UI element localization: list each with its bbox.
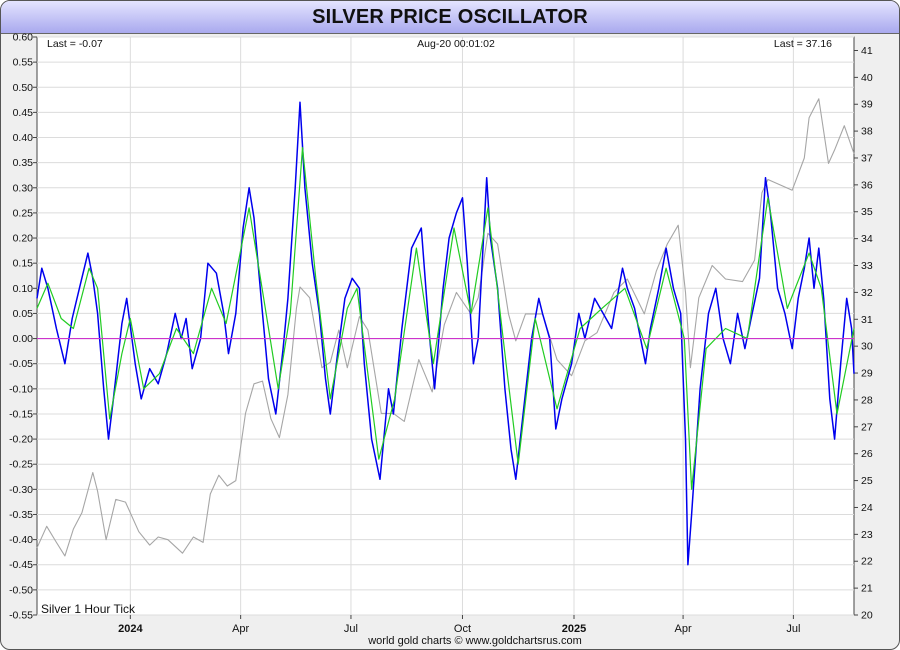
left-tick-label: 0.40	[13, 132, 34, 144]
right-tick-label: 27	[861, 421, 873, 433]
right-tick-label: 30	[861, 341, 873, 353]
right-tick-label: 41	[861, 45, 873, 57]
last-oscillator-value: Last = -0.07	[47, 38, 103, 50]
right-tick-label: 29	[861, 368, 873, 380]
left-tick-label: -0.45	[9, 559, 33, 571]
left-tick-label: 0.25	[13, 207, 34, 219]
signal-series-line	[36, 147, 855, 490]
left-tick-label: 0.20	[13, 233, 34, 245]
right-tick-label: 40	[861, 72, 873, 84]
left-tick-label: 0.50	[13, 82, 34, 94]
left-tick-label: 0.10	[13, 283, 34, 295]
right-tick-label: 35	[861, 206, 873, 218]
x-tick-label: Apr	[675, 623, 692, 635]
right-tick-label: 20	[861, 610, 873, 622]
last-price-value: Last = 37.16	[774, 38, 832, 50]
right-tick-label: 25	[861, 475, 873, 487]
left-tick-label: -0.20	[9, 434, 33, 446]
left-tick-label: 0.45	[13, 107, 34, 119]
left-tick-label: 0.55	[13, 57, 34, 69]
oscillator-series-line	[36, 101, 855, 566]
x-tick-label: Oct	[454, 623, 471, 635]
series-layer	[36, 98, 855, 566]
right-tick-label: 39	[861, 99, 873, 111]
left-tick-label: 0.15	[13, 258, 34, 270]
x-tick-label: 2024	[118, 623, 143, 635]
right-tick-label: 22	[861, 556, 873, 568]
left-tick-label: 0.35	[13, 157, 34, 169]
timestamp: Aug-20 00:01:02	[417, 38, 495, 50]
x-tick-label: Jul	[344, 623, 358, 635]
x-tick-label: Jul	[786, 623, 800, 635]
right-axis-ticks: 41 40 39 38 37 36 35 34 33 32 31 30 29 28 27 26 25 24 23 22…	[854, 45, 873, 622]
left-tick-label: -0.55	[9, 610, 33, 622]
right-tick-label: 28	[861, 394, 873, 406]
credit-text: world gold charts © www.goldchartsrus.co…	[367, 635, 582, 647]
left-tick-label: 0.60	[13, 32, 34, 44]
right-tick-label: 33	[861, 260, 873, 272]
plot-area	[36, 36, 855, 616]
left-tick-label: -0.05	[9, 358, 33, 370]
right-tick-label: 24	[861, 502, 873, 514]
left-tick-label: 0.30	[13, 182, 34, 194]
right-tick-label: 31	[861, 314, 873, 326]
left-tick-label: -0.50	[9, 584, 33, 596]
x-tick-label: Apr	[232, 623, 249, 635]
series-label: Silver 1 Hour Tick	[41, 602, 136, 616]
right-tick-label: 32	[861, 287, 873, 299]
price-series-line	[36, 98, 855, 557]
left-tick-label: -0.35	[9, 509, 33, 521]
right-tick-label: 23	[861, 529, 873, 541]
right-tick-label: 38	[861, 126, 873, 138]
x-axis-ticks: 2024 Apr Jul Oct 2025 Apr Jul	[118, 615, 800, 635]
right-tick-label: 26	[861, 448, 873, 460]
left-tick-label: -0.30	[9, 484, 33, 496]
left-tick-label: -0.15	[9, 408, 33, 420]
right-tick-label: 21	[861, 583, 873, 595]
left-tick-label: 0.05	[13, 308, 34, 320]
title-bar: SILVER PRICE OSCILLATOR	[1, 1, 899, 34]
left-tick-label: -0.10	[9, 383, 33, 395]
left-tick-label: 0.00	[13, 333, 34, 345]
right-tick-label: 34	[861, 233, 873, 245]
chart-title: SILVER PRICE OSCILLATOR	[312, 6, 588, 28]
right-tick-label: 36	[861, 179, 873, 191]
left-axis-ticks: 0.60 0.55 0.50 0.45 0.40 0.35 0.30 0.25 0.20 0.15…	[9, 32, 37, 622]
left-tick-label: -0.25	[9, 459, 33, 471]
x-tick-label: 2025	[562, 623, 586, 635]
left-tick-label: -0.40	[9, 534, 33, 546]
right-tick-label: 37	[861, 152, 873, 164]
